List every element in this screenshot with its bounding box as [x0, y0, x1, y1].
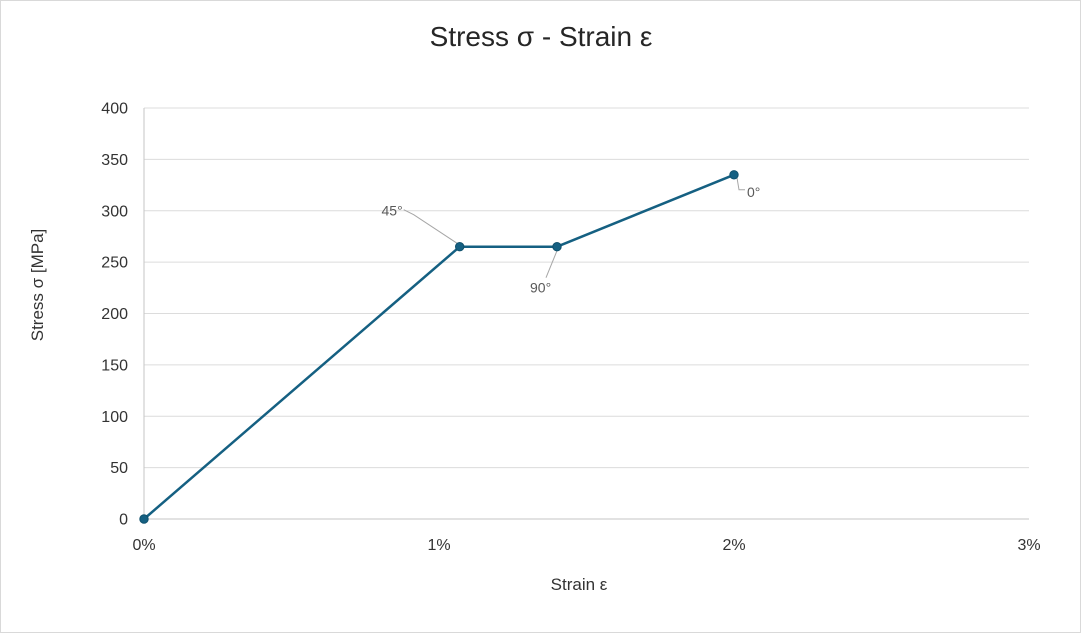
data-point-marker: [552, 242, 562, 252]
chart-title: Stress σ - Strain ε: [429, 21, 653, 52]
y-tick-label: 400: [101, 101, 128, 118]
label-leader-line: [545, 250, 558, 278]
x-tick-label: 1%: [427, 537, 450, 554]
y-tick-label: 300: [101, 203, 128, 220]
x-tick-label: 0%: [132, 537, 155, 554]
y-tick-label: 0: [119, 512, 128, 529]
point-label: 0°: [747, 184, 760, 200]
x-tick-label: 2%: [722, 537, 745, 554]
label-leader-line: [403, 209, 458, 245]
point-label: 45°: [382, 203, 403, 219]
y-tick-label: 50: [110, 460, 128, 477]
y-tick-label: 350: [101, 152, 128, 169]
data-point-marker: [729, 170, 739, 180]
series-line: [143, 173, 735, 520]
x-axis-title: Strain ε: [550, 575, 608, 594]
y-tick-label: 150: [101, 357, 128, 374]
y-tick-label: 100: [101, 409, 128, 426]
data-point-marker: [139, 514, 149, 524]
y-tick-label: 200: [101, 306, 128, 323]
x-tick-label: 3%: [1017, 537, 1040, 554]
point-label: 90°: [530, 280, 551, 296]
y-tick-label: 250: [101, 255, 128, 272]
label-leader-line: [736, 177, 745, 191]
data-point-marker: [455, 242, 465, 252]
